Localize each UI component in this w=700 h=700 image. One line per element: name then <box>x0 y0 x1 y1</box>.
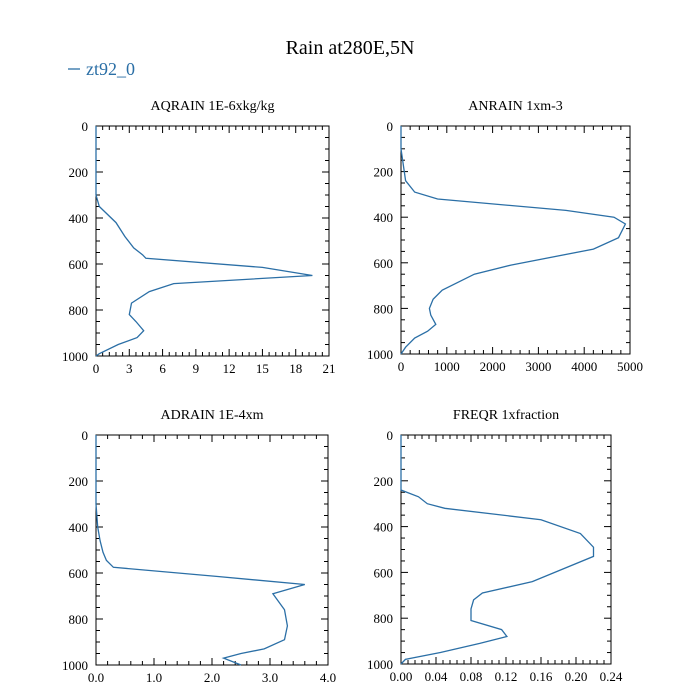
x-tick-label: 2000 <box>480 359 506 374</box>
y-tick-label: 400 <box>374 520 394 535</box>
y-tick-label: 600 <box>69 257 89 272</box>
y-tick-label: 800 <box>374 301 394 316</box>
x-tick-label: 3000 <box>525 359 551 374</box>
plot-frame <box>95 434 329 666</box>
x-tick-label: 3 <box>126 361 133 376</box>
panel-title: ANRAIN 1xm-3 <box>468 99 563 114</box>
plot-frame <box>95 125 330 357</box>
panels: AQRAIN 1E-6xkg/kg 0 3 6 9 12 15 18 21 0 200 400 600 8… <box>62 99 643 685</box>
y-tick-label: 1000 <box>367 657 393 672</box>
x-tick-label: 21 <box>323 361 336 376</box>
y-tick-label: 400 <box>69 520 89 535</box>
series-line-zt92_0 <box>400 126 627 355</box>
x-tick-label: 0.16 <box>530 669 553 684</box>
series-line-zt92_0 <box>95 435 305 666</box>
y-tick-label: 0 <box>387 428 394 443</box>
y-tick-label: 0 <box>82 428 89 443</box>
y-tick-label: 1000 <box>367 347 393 362</box>
y-tick-label: 1000 <box>62 658 88 673</box>
panel-1: AQRAIN 1E-6xkg/kg 0 3 6 9 12 15 18 21 0 200 400 600 8… <box>62 99 336 376</box>
x-tick-label: 4000 <box>571 359 597 374</box>
y-tick-label: 400 <box>374 210 394 225</box>
y-tick-label: 800 <box>69 612 89 627</box>
legend: zt92_0 <box>68 59 135 79</box>
x-tick-label: 0 <box>93 361 100 376</box>
panel-title: FREQR 1xfraction <box>453 408 559 423</box>
x-tick-label: 2.0 <box>204 670 220 685</box>
x-tick-label: 12 <box>223 361 236 376</box>
panel-4: FREQR 1xfraction 0.00 0.04 0.08 0.12 0.16 0.20… <box>367 408 623 684</box>
y-tick-label: 1000 <box>62 349 88 364</box>
x-tick-label: 0.00 <box>390 669 413 684</box>
x-tick-label: 0.12 <box>495 669 518 684</box>
x-tick-label: 4.0 <box>320 670 336 685</box>
figure-title: Rain at280E,5N <box>286 37 415 59</box>
x-tick-label: 0.04 <box>425 669 448 684</box>
x-tick-label: 6 <box>159 361 166 376</box>
series-line-zt92_0 <box>400 435 595 665</box>
y-tick-label: 0 <box>82 119 89 134</box>
plot-frame <box>400 434 612 665</box>
plot-frame <box>400 125 631 355</box>
x-tick-label: 18 <box>289 361 302 376</box>
y-tick-label: 600 <box>69 566 89 581</box>
x-tick-label: 0.24 <box>600 669 623 684</box>
x-tick-label: 0.08 <box>460 669 483 684</box>
x-tick-label: 1000 <box>434 359 460 374</box>
x-tick-label: 5000 <box>617 359 643 374</box>
x-tick-label: 0.20 <box>565 669 588 684</box>
x-tick-label: 15 <box>256 361 269 376</box>
y-tick-label: 800 <box>69 303 89 318</box>
panel-title: ADRAIN 1E-4xm <box>160 408 263 423</box>
y-tick-label: 200 <box>374 165 394 180</box>
y-tick-label: 200 <box>69 474 89 489</box>
y-tick-label: 800 <box>374 611 394 626</box>
series-line-zt92_0 <box>95 126 313 357</box>
y-tick-label: 0 <box>387 119 394 134</box>
y-tick-label: 400 <box>69 211 89 226</box>
x-tick-label: 9 <box>193 361 200 376</box>
y-tick-label: 600 <box>374 565 394 580</box>
y-tick-label: 200 <box>69 165 89 180</box>
x-tick-label: 3.0 <box>262 670 278 685</box>
legend-label: zt92_0 <box>86 59 135 79</box>
x-tick-label: 0.0 <box>88 670 104 685</box>
panel-title: AQRAIN 1E-6xkg/kg <box>150 99 274 114</box>
y-tick-label: 600 <box>374 256 394 271</box>
x-tick-label: 1.0 <box>146 670 162 685</box>
panel-3: ADRAIN 1E-4xm 0.0 1.0 2.0 3.0 4.0 0 200 400 600 80… <box>62 408 336 685</box>
panel-2: ANRAIN 1xm-3 0 1000 2000 3000 4000 5000 0 200 400… <box>367 99 643 374</box>
x-tick-label: 0 <box>398 359 405 374</box>
y-tick-label: 200 <box>374 474 394 489</box>
